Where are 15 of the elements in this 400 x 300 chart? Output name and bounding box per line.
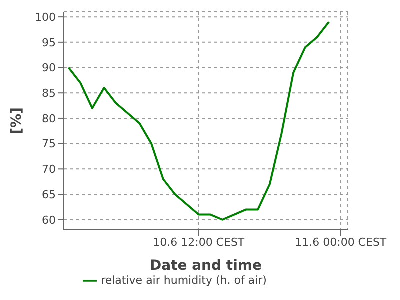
y-tick-label: 70 [42, 163, 56, 176]
legend-label: relative air humidity (h. of air) [101, 274, 267, 288]
x-tick-label: 10.6 12:00 CEST [153, 236, 245, 249]
y-tick-label: 85 [42, 87, 56, 100]
y-tick-label: 80 [42, 112, 56, 126]
y-axis-title: [%] [8, 108, 25, 134]
line-series [68, 21, 330, 221]
x-tick-label: 11.6 00:00 CEST [295, 236, 387, 249]
y-tick-label: 65 [42, 188, 56, 202]
y-tick-label: 100 [35, 10, 56, 24]
x-axis-title: Date and time [150, 258, 262, 274]
y-tick-label: 90 [42, 62, 56, 75]
y-tick-label: 75 [42, 138, 56, 151]
y-tick-label: 95 [42, 36, 56, 50]
y-tick-label: 60 [42, 214, 56, 227]
